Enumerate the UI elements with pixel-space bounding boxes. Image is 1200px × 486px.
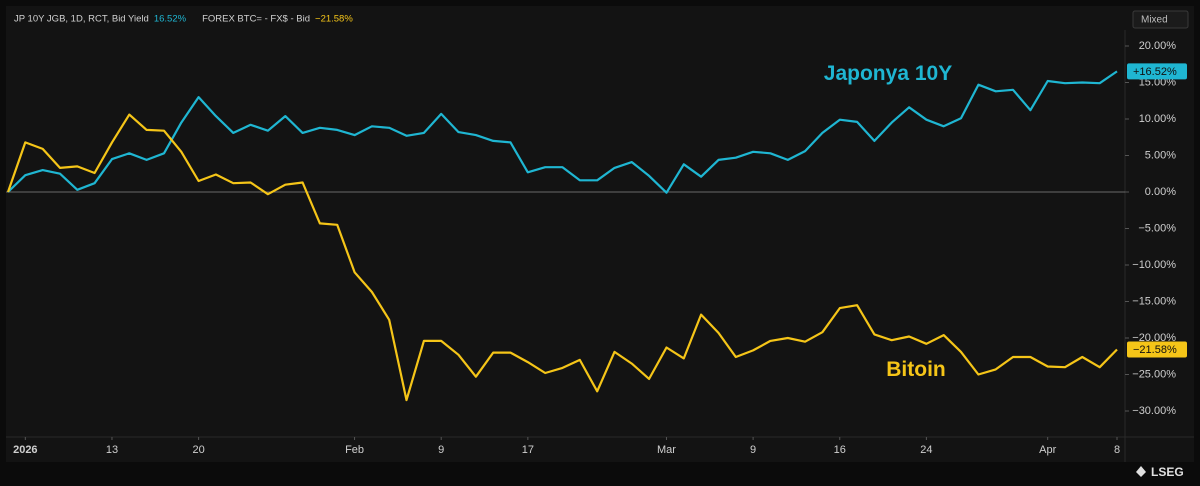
scale-button-label: Mixed <box>1141 15 1168 26</box>
y-tick-label: −15.00% <box>1132 295 1176 307</box>
y-tick-label: 0.00% <box>1145 186 1176 198</box>
legend-name: JP 10Y JGB, 1D, RCT, Bid Yield <box>14 14 149 25</box>
x-tick-label: Apr <box>1039 444 1056 456</box>
line-series <box>7 70 1118 194</box>
y-tick-label: 10.00% <box>1139 113 1177 125</box>
y-tick-label: 5.00% <box>1145 149 1176 161</box>
logo-text: LSEG <box>1151 465 1184 479</box>
x-tick-label: 13 <box>106 444 118 456</box>
legend-name: FOREX BTC= - FX$ - Bid <box>202 14 310 25</box>
x-tick-label: 8 <box>1114 444 1120 456</box>
y-tick-label: −30.00% <box>1132 405 1176 417</box>
y-tick-label: 15.00% <box>1139 76 1177 88</box>
x-tick-label: 16 <box>834 444 846 456</box>
line-series <box>6 113 1118 402</box>
logo: LSEG <box>1136 465 1184 479</box>
x-tick-label: 20 <box>192 444 204 456</box>
end-tag <box>1127 63 1187 80</box>
y-tick-label: −5.00% <box>1138 222 1176 234</box>
x-tick-label: 24 <box>920 444 932 456</box>
end-tag-label: +16.52% <box>1133 66 1177 78</box>
y-tick-label: 20.00% <box>1139 40 1177 52</box>
x-tick-label: 2026 <box>13 444 37 456</box>
x-tick-label: Feb <box>345 444 364 456</box>
x-tick-label: 17 <box>522 444 534 456</box>
x-tick-label: 9 <box>438 444 444 456</box>
y-tick-label: −10.00% <box>1132 259 1176 271</box>
series-annotation: Japonya 10Y <box>824 62 952 85</box>
x-tick-label: Mar <box>657 444 676 456</box>
logo-icon <box>1136 466 1146 477</box>
y-tick-label: −20.00% <box>1132 332 1176 344</box>
series-annotation: Bitoin <box>886 358 945 381</box>
scale-button[interactable] <box>1132 10 1189 29</box>
end-tag <box>1127 341 1187 358</box>
x-tick-label: 9 <box>750 444 756 456</box>
legend-value: 16.52% <box>154 14 187 25</box>
legend-value: −21.58% <box>315 14 353 25</box>
y-tick-label: −25.00% <box>1132 368 1176 380</box>
chart-panel <box>6 6 1194 462</box>
end-tag-label: −21.58% <box>1133 344 1177 356</box>
